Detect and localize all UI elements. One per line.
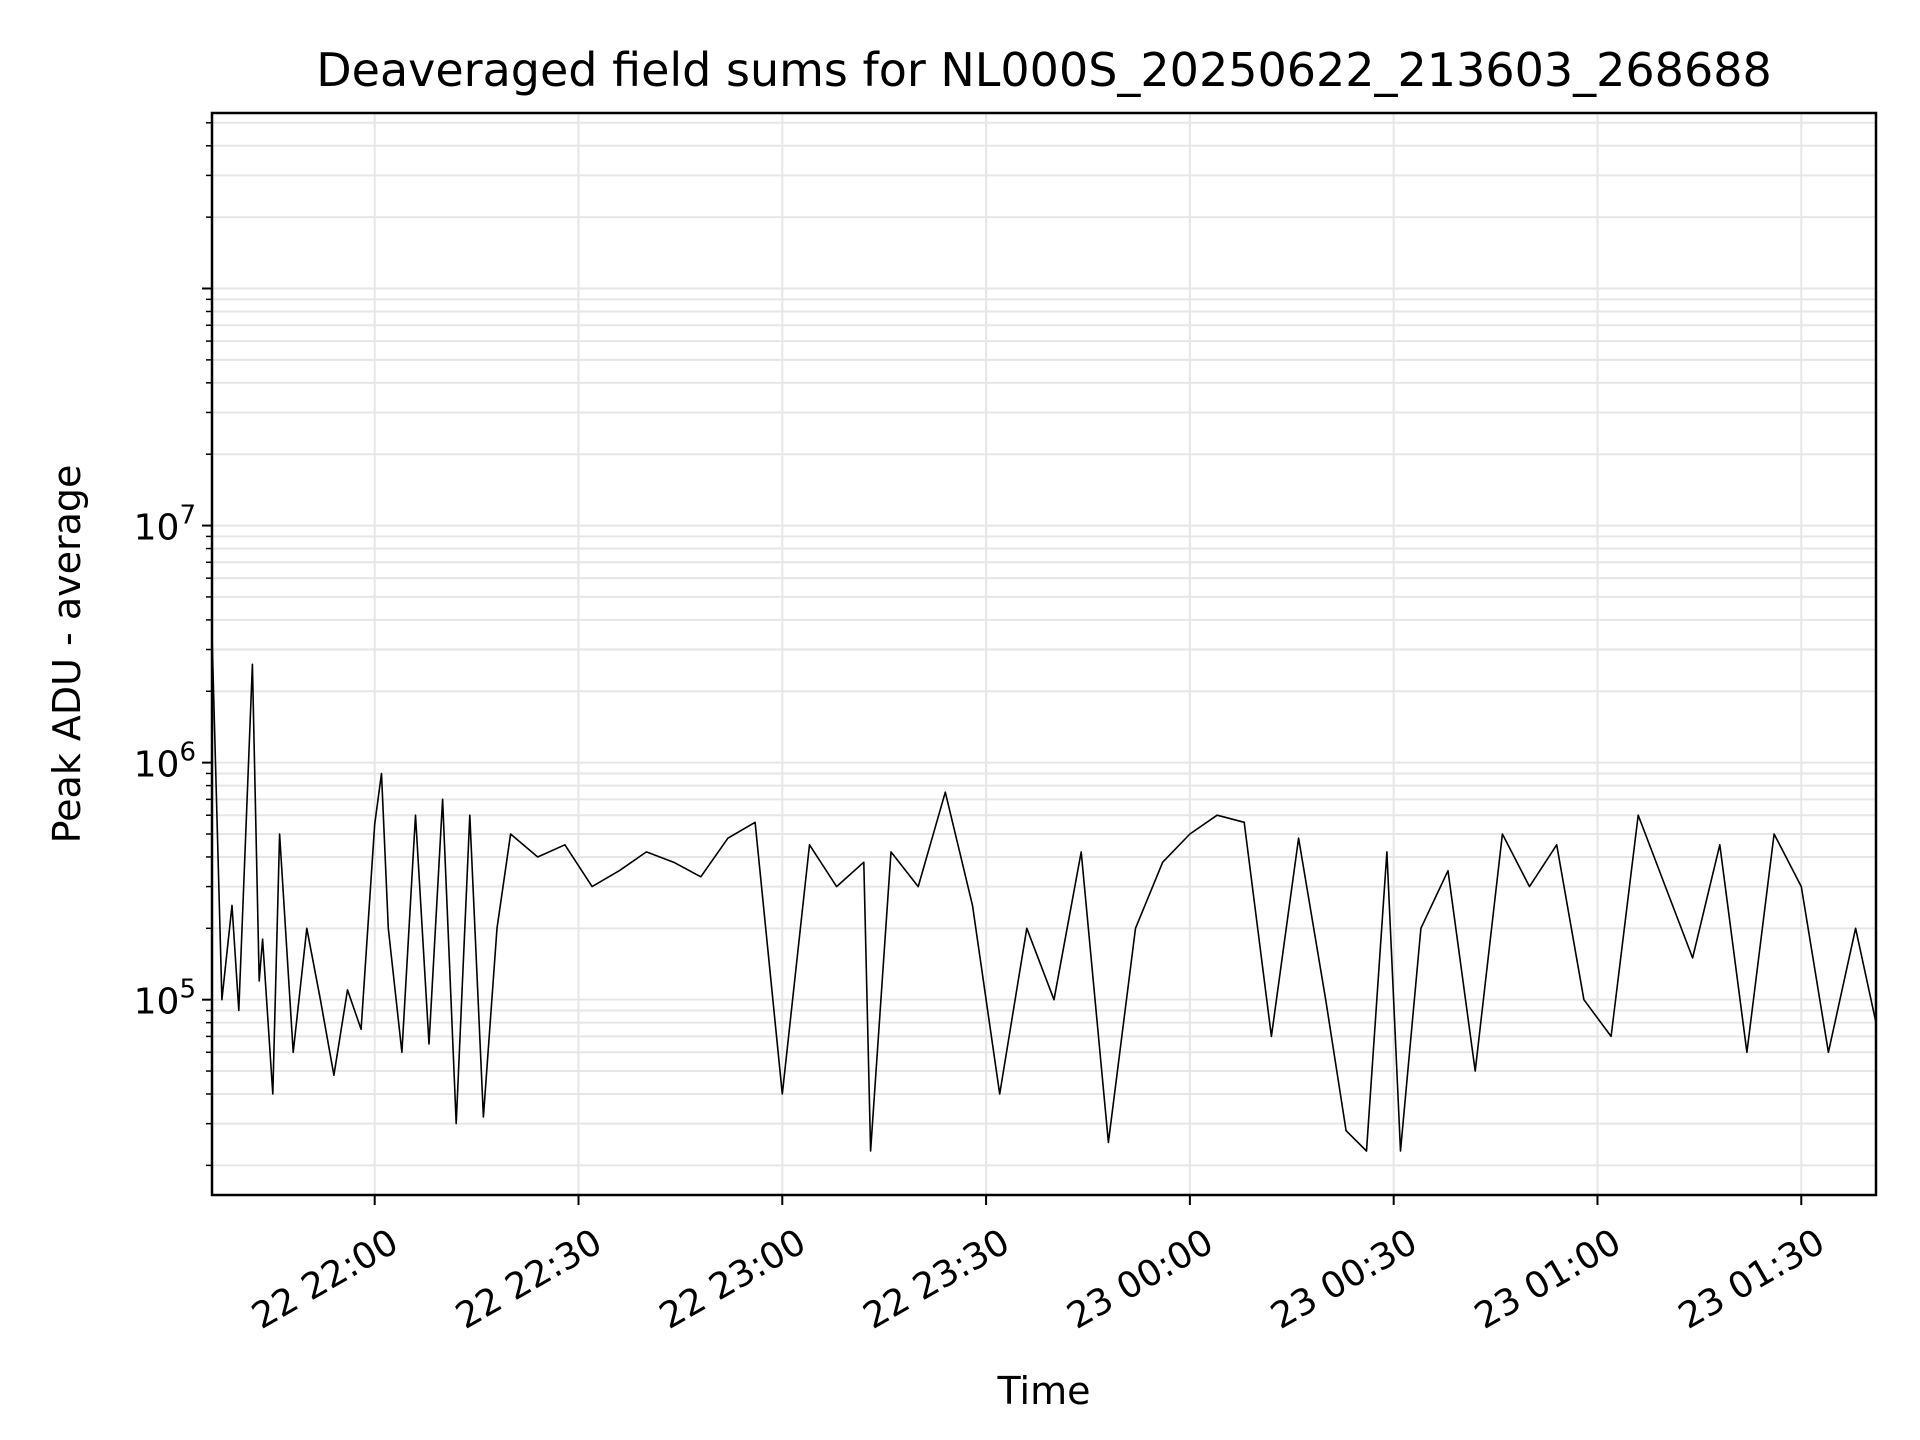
y-tick-label: 106 xyxy=(134,738,196,786)
axes-frame xyxy=(210,111,1878,1197)
y-axis-label: Peak ADU - average xyxy=(45,465,89,844)
y-tick-base: 10 xyxy=(134,982,180,1023)
y-tick-exponent: 5 xyxy=(179,975,196,1005)
plot-area xyxy=(211,633,1877,1152)
x-axis-label: Time xyxy=(997,1369,1091,1413)
series-line xyxy=(211,633,1877,1152)
y-tick-exponent: 6 xyxy=(179,738,196,768)
y-tick-base: 10 xyxy=(134,508,180,549)
y-tick-exponent: 7 xyxy=(179,501,196,531)
y-tick-label: 105 xyxy=(134,975,196,1023)
chart-title: Deaveraged field sums for NL000S_2025062… xyxy=(316,43,1772,97)
y-tick-base: 10 xyxy=(134,745,180,786)
y-tick-label: 107 xyxy=(134,501,196,549)
